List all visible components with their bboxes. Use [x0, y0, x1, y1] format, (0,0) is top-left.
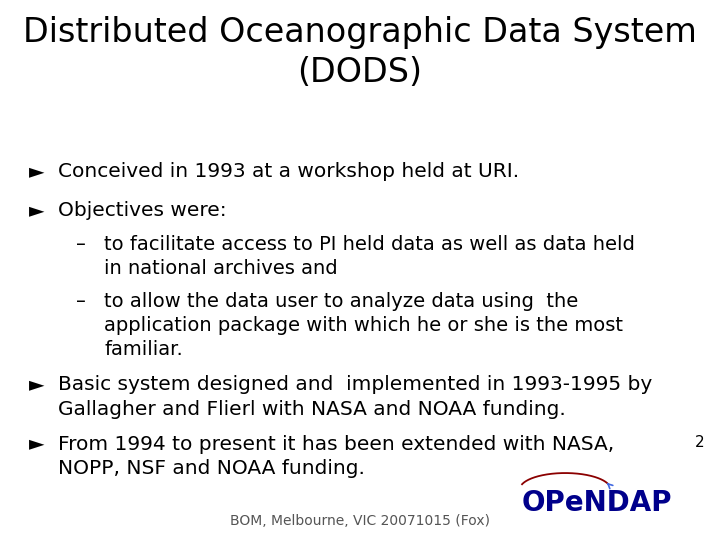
- Text: Conceived in 1993 at a workshop held at URI.: Conceived in 1993 at a workshop held at …: [58, 162, 518, 181]
- Text: –: –: [76, 292, 86, 310]
- Text: ►: ►: [29, 162, 45, 181]
- Text: Objectives were:: Objectives were:: [58, 201, 226, 220]
- Text: to facilitate access to PI held data as well as data held
in national archives a: to facilitate access to PI held data as …: [104, 235, 635, 278]
- Text: –: –: [76, 235, 86, 254]
- Text: 2: 2: [695, 435, 704, 450]
- Text: to allow the data user to analyze data using  the
application package with which: to allow the data user to analyze data u…: [104, 292, 624, 359]
- Text: ►: ►: [29, 435, 45, 454]
- Text: Basic system designed and  implemented in 1993-1995 by
Gallagher and Flierl with: Basic system designed and implemented in…: [58, 375, 652, 418]
- Text: BOM, Melbourne, VIC 20071015 (Fox): BOM, Melbourne, VIC 20071015 (Fox): [230, 514, 490, 528]
- Text: Distributed Oceanographic Data System
(DODS): Distributed Oceanographic Data System (D…: [23, 16, 697, 89]
- Text: OPeNDAP: OPeNDAP: [522, 489, 672, 517]
- Text: ►: ►: [29, 201, 45, 220]
- Text: ►: ►: [29, 375, 45, 394]
- Text: From 1994 to present it has been extended with NASA,
NOPP, NSF and NOAA funding.: From 1994 to present it has been extende…: [58, 435, 614, 478]
